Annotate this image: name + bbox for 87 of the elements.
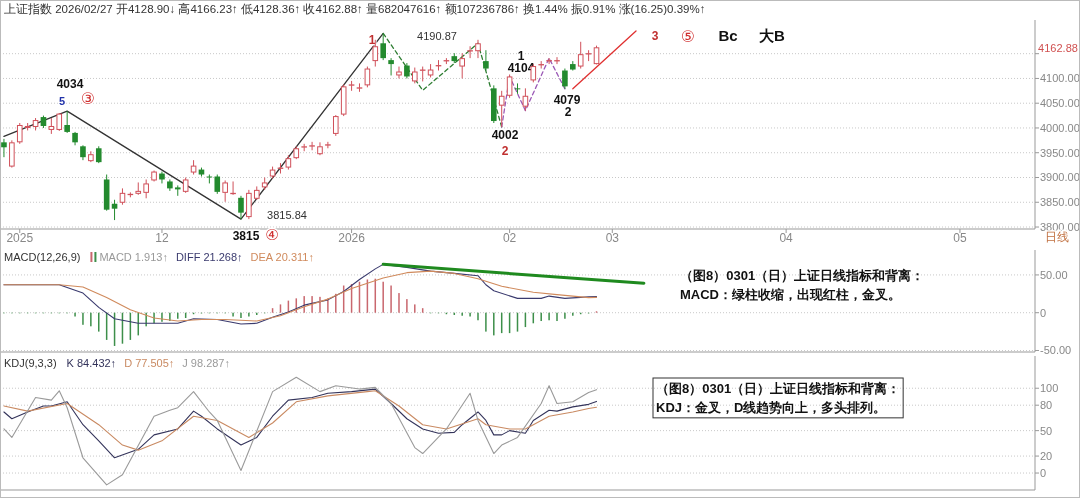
candlestick: [498, 90, 505, 128]
candlestick: [483, 49, 489, 72]
line-series: [3, 32, 384, 220]
candlestick: [459, 52, 465, 79]
legend-label: MACD 1.913↑: [99, 251, 168, 263]
candlestick: [546, 57, 552, 65]
annotation: 4002: [491, 128, 519, 142]
text: D 77.505↑: [124, 357, 175, 369]
annotation: 1: [368, 33, 376, 47]
candlestick: [435, 59, 442, 72]
candlestick: [246, 189, 252, 220]
annotation: 4190.87: [417, 30, 457, 42]
candlestick: [577, 41, 584, 70]
candlestick: [9, 139, 15, 169]
annotation: Bc: [718, 27, 738, 44]
text: J 98.287↑: [182, 357, 230, 369]
candlestick: [332, 114, 339, 137]
candlestick: [467, 45, 473, 59]
y-tick-label: 80: [1040, 399, 1053, 412]
y-tick-label: 0: [1040, 467, 1047, 480]
annotation: ⑤: [680, 28, 696, 45]
y-tick-label: 4050.00: [1040, 97, 1080, 110]
candlestick: [222, 179, 228, 203]
y-tick-label: 50.00: [1040, 268, 1068, 281]
candlestick: [309, 141, 315, 151]
text: 4162.88: [1038, 42, 1078, 54]
x-tick-label: 04: [779, 231, 794, 245]
annotation: 1: [517, 49, 525, 63]
y-tick-label: 3950.00: [1040, 146, 1080, 159]
x-tick-label: 03: [605, 231, 620, 245]
line-series: [382, 32, 503, 128]
text: DIFF 21.268↑: [175, 251, 243, 263]
x-tick-label: 12: [155, 231, 169, 245]
chart-title: KDJ(9,3,3): [4, 357, 57, 369]
candlestick: [396, 66, 402, 79]
candlestick: [364, 66, 371, 88]
annotation: 2: [501, 144, 509, 158]
chart-title: MACD(12,26,9): [4, 251, 81, 263]
x-tick-label: 05: [953, 231, 967, 245]
annotation: 4034: [56, 77, 84, 91]
candlestick: [238, 195, 244, 220]
y-tick-label: 100: [1040, 382, 1059, 395]
y-tick-label: 4000.00: [1040, 121, 1080, 134]
candlestick: [554, 56, 560, 65]
candlestick: [64, 110, 70, 134]
text: K 84.432↑: [66, 357, 117, 369]
line-series: [3, 270, 598, 322]
candlestick: [143, 178, 149, 199]
annotation: 3815: [232, 229, 260, 243]
y-tick-label: 3850.00: [1040, 196, 1080, 209]
candlestick: [214, 174, 221, 195]
candlestick: [562, 68, 568, 90]
y-tick-label: 20: [1040, 450, 1053, 463]
candlestick: [475, 39, 481, 59]
candlestick: [506, 73, 513, 99]
candlestick: [380, 32, 386, 61]
candlestick: [230, 180, 236, 196]
x-tick-label: 02: [502, 231, 517, 245]
y-tick-label: 3900.00: [1040, 171, 1080, 184]
candlestick: [16, 122, 23, 145]
text: DEA 20.311↑: [250, 251, 314, 263]
y-tick-label: 0: [1040, 306, 1047, 319]
annotation: 3815.84: [267, 209, 307, 221]
y-tick-label: -50.00: [1040, 344, 1072, 357]
annotation: （图8）0301（日）上证日线指标和背离： KDJ：金叉，D线趋势向上，多头排列。: [656, 381, 901, 415]
annotation: （图8）0301（日）上证日线指标和背离： MACD：绿柱收缩，出现红柱，金叉。: [680, 268, 925, 302]
candlestick: [325, 141, 331, 149]
candlestick: [522, 87, 529, 112]
annotation: 5: [58, 95, 66, 107]
annotation: 大B: [759, 27, 786, 44]
y-tick-label: 50: [1040, 424, 1053, 437]
annotation: 2: [564, 105, 572, 119]
x-tick-label: 2025: [6, 231, 34, 245]
annotation: ④: [265, 226, 279, 243]
line-series: [3, 376, 598, 486]
candlestick: [159, 171, 165, 184]
candlestick: [174, 184, 181, 197]
chart-title: 上证指数 2026/02/27 开4128.90↓ 高4166.23↑ 低4128.36↑ 收4162.88↑ 量682047616↑ 额107236786↑ 换1.44% 振0.91% 涨(16.25)0.39%↑: [4, 2, 706, 15]
candlestick: [388, 57, 394, 76]
y-tick-label: 4100.00: [1040, 72, 1080, 85]
candlestick: [1, 138, 7, 158]
candlestick: [167, 178, 173, 192]
annotation: ③: [80, 90, 96, 107]
candlestick: [277, 162, 284, 175]
annotation: 3: [651, 29, 659, 43]
annotation: 4079: [553, 93, 581, 107]
x-tick-label: 2026: [338, 231, 366, 245]
